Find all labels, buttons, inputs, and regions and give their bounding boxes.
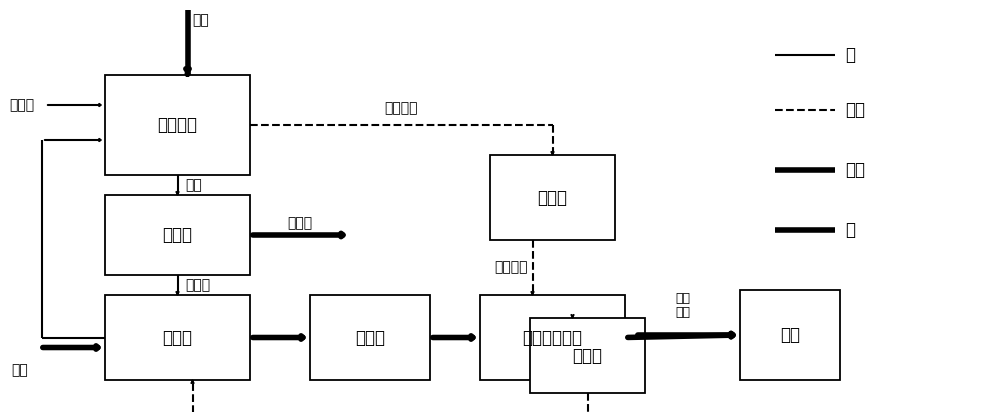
Text: 补充水: 补充水 [9,98,35,112]
Text: 熔渣: 熔渣 [845,161,865,179]
Text: 低温蒸汽: 低温蒸汽 [384,101,418,115]
Bar [105,75,250,175]
Text: 煤: 煤 [845,221,855,239]
Text: 主炉膛: 主炉膛 [538,189,568,206]
Bar [480,295,625,380]
Bar [310,295,430,380]
Text: 低温水: 低温水 [186,278,211,292]
Text: 原煤: 原煤 [12,363,28,377]
Text: 煤仓: 煤仓 [780,326,800,344]
Bar [105,295,250,380]
Text: 冷却渣: 冷却渣 [287,216,313,230]
Bar [530,318,645,393]
Bar [490,155,615,240]
Text: 除尘器: 除尘器 [572,346,602,365]
Text: 磨煤机: 磨煤机 [355,328,385,346]
Bar [740,290,840,380]
Text: 渣水: 渣水 [186,178,202,192]
Text: 水: 水 [845,46,855,64]
Text: 粒化水箱: 粒化水箱 [158,116,198,134]
Bar [105,195,250,275]
Text: 干燥室: 干燥室 [162,328,192,346]
Text: 熔渣: 熔渣 [192,13,209,27]
Text: 流化床干燥器: 流化床干燥器 [522,328,582,346]
Text: 蒸汽: 蒸汽 [845,101,865,119]
Text: 干燥
粉煤: 干燥 粉煤 [675,292,690,319]
Text: 分离器: 分离器 [162,226,192,244]
Text: 过热蒸汽: 过热蒸汽 [494,260,528,274]
